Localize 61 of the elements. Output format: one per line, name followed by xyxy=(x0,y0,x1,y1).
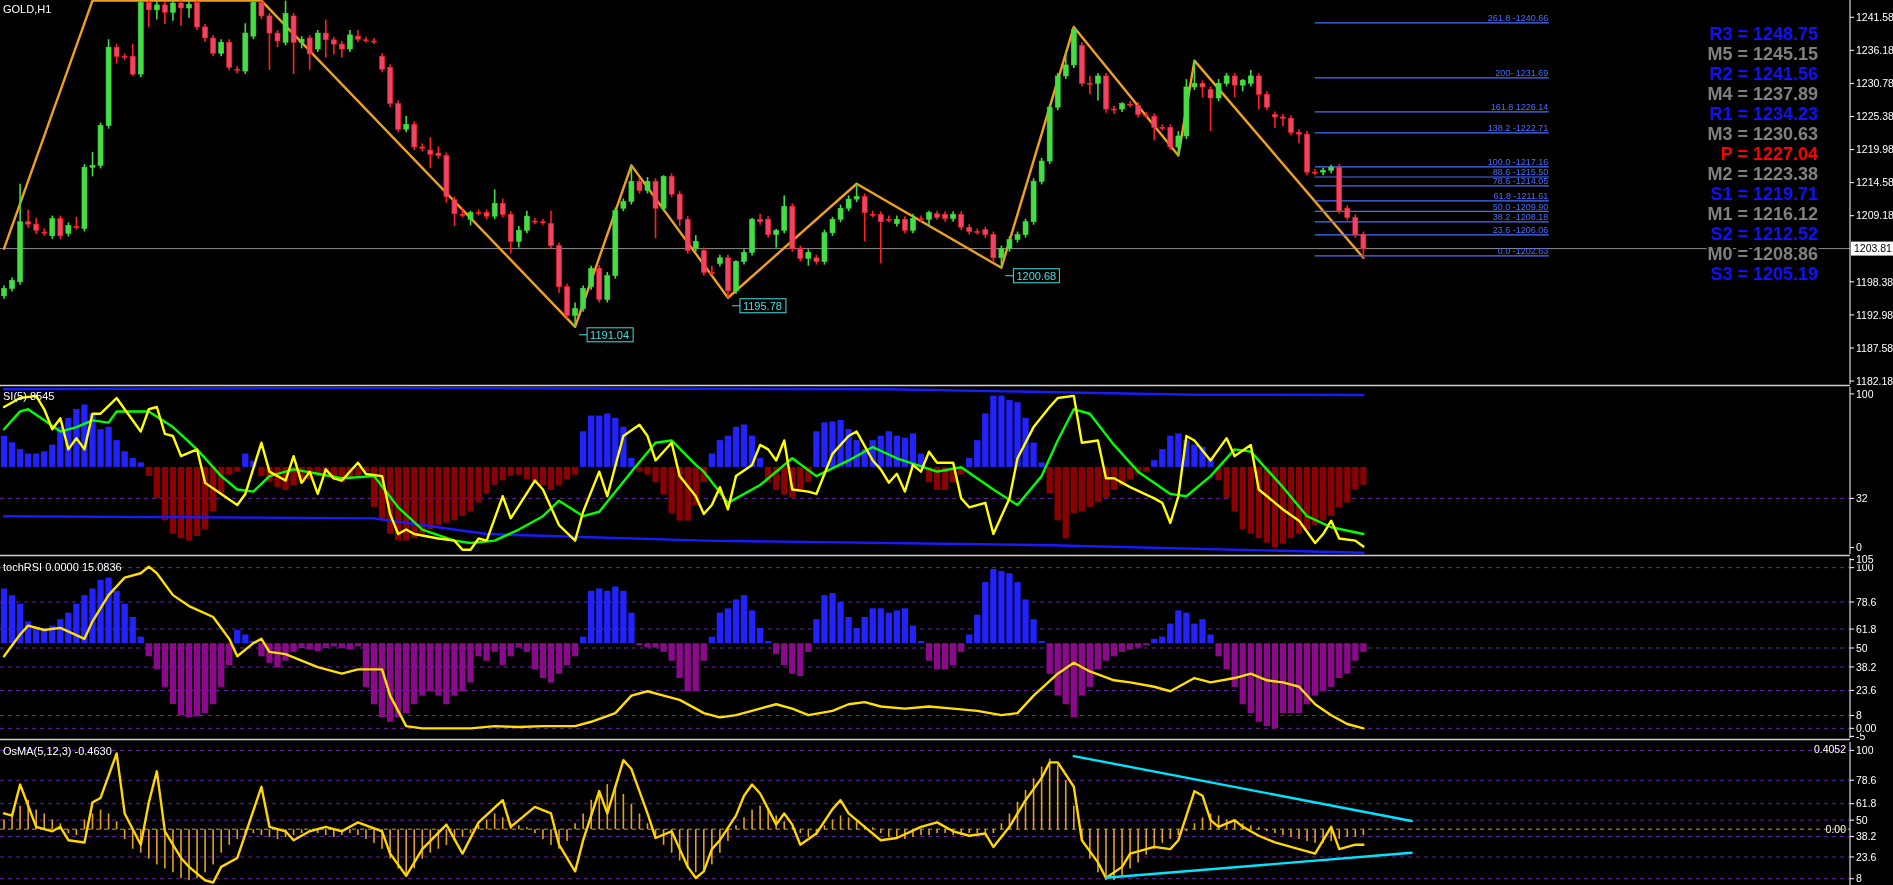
y-tick-label: 1198.38 xyxy=(1856,275,1893,288)
series-label: 88.6 -1215.50 xyxy=(1492,167,1549,178)
y-tick-label: 38.2 xyxy=(1856,660,1877,673)
annotation: M3 = 1230.63 xyxy=(1707,124,1818,144)
y-tick-label: 78.6 xyxy=(1856,773,1877,786)
y-tick-label: 38.2 xyxy=(1856,830,1877,843)
series-label: 78.6 -1214.05 xyxy=(1492,176,1549,187)
chart-title: SI(5) 8545 xyxy=(3,390,55,402)
y-tick-label: 61.8 xyxy=(1856,797,1877,810)
y-tick-label: 1182.18 xyxy=(1856,374,1893,387)
series-label: 138.2 -1222.71 xyxy=(1487,123,1549,134)
series-label: 50.0 -1209.90 xyxy=(1492,201,1549,212)
data-label: 1195.78 xyxy=(742,299,782,312)
annotation: M4 = 1237.89 xyxy=(1707,84,1818,104)
annotation: R3 = 1248.75 xyxy=(1709,24,1818,44)
y-tick-label: 1241.58 xyxy=(1856,10,1893,23)
annotation: M2 = 1223.38 xyxy=(1707,164,1818,184)
chart-title: OsMA(5,12,3) -0.4630 xyxy=(3,745,112,757)
annotation: M1 = 1216.12 xyxy=(1707,204,1818,224)
y-tick-label: 8 xyxy=(1856,709,1862,722)
y-tick-label: 1225.38 xyxy=(1856,110,1893,123)
y-tick-label: 1230.78 xyxy=(1856,77,1893,90)
data-label: 1200.68 xyxy=(1016,269,1057,282)
series-label: 23.6 -1206.06 xyxy=(1492,225,1549,236)
y-tick-label: 23.6 xyxy=(1856,850,1877,863)
y2-tick-label: 0.4052 xyxy=(1813,743,1847,756)
y-tick-label: 78.6 xyxy=(1856,595,1877,608)
y-tick-label: 1209.18 xyxy=(1856,209,1893,222)
series-label: 161.8 1226.14 xyxy=(1490,102,1549,113)
y-tick-label: 100 xyxy=(1856,387,1874,400)
y-tick-label: 61.8 xyxy=(1856,622,1877,635)
annotation: S3 = 1205.19 xyxy=(1710,264,1818,284)
series-label: 38.2 -1208.18 xyxy=(1492,212,1549,223)
data-label: 1191.04 xyxy=(590,328,630,341)
y-tick-label: 1236.18 xyxy=(1856,44,1893,57)
annotation: S1 = 1219.71 xyxy=(1710,184,1818,204)
ref-line-label: 1203.81 xyxy=(1854,242,1893,255)
y-tick-label: 0 xyxy=(1856,541,1862,554)
series-label: 261.8 -1240.66 xyxy=(1487,13,1549,24)
y-tick-label: 8 xyxy=(1856,872,1862,885)
series-label: 200- 1231.69 xyxy=(1495,68,1549,79)
y-tick-label: 50 xyxy=(1856,813,1868,826)
annotation: M5 = 1245.15 xyxy=(1707,44,1818,64)
series-label: 0.0 -1202.63 xyxy=(1497,246,1549,257)
annotation: R1 = 1234.23 xyxy=(1709,104,1818,124)
series-label: 61.8 -1211.61 xyxy=(1493,191,1549,202)
y-tick-label: 1214.58 xyxy=(1856,176,1893,189)
y-tick-label: 32 xyxy=(1856,492,1868,505)
y-tick-label: 1219.98 xyxy=(1856,143,1893,156)
y-tick-label: 1192.98 xyxy=(1856,308,1893,321)
annotation: R2 = 1241.56 xyxy=(1709,64,1818,84)
annotation: S2 = 1212.52 xyxy=(1710,224,1818,244)
chart-title: GOLD,H1 xyxy=(3,3,52,15)
y-tick-label: 50 xyxy=(1856,641,1868,654)
annotation: P = 1227.04 xyxy=(1720,144,1818,164)
y-tick-label: 23.6 xyxy=(1856,684,1877,697)
series-label: 100.0 -1217.16 xyxy=(1487,157,1549,168)
y-tick-label: 1187.58 xyxy=(1856,341,1893,354)
y2-tick-label: 0.00 xyxy=(1825,822,1847,835)
chart-title: tochRSI 0.0000 15.0836 xyxy=(3,561,122,573)
y-tick-label: 100 xyxy=(1856,744,1874,757)
